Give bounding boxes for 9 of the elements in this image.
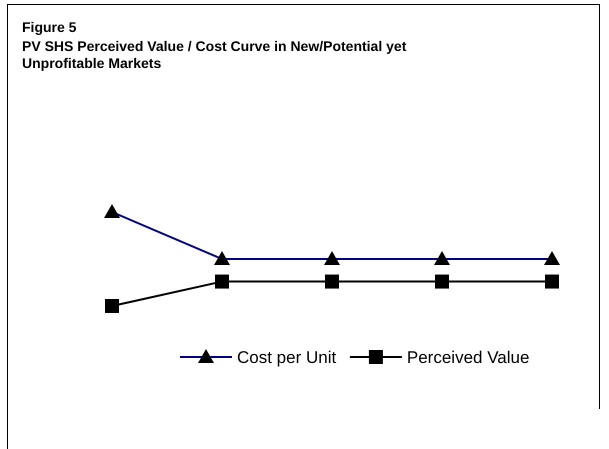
point bbox=[105, 299, 119, 313]
chart-subtitle: PV SHS Perceived Value / Cost Curve in New/Potential yet Unprofitable Markets bbox=[22, 38, 407, 71]
point bbox=[325, 274, 339, 289]
point bbox=[545, 274, 559, 289]
chart-title: Figure 5 bbox=[22, 19, 77, 35]
point bbox=[215, 274, 229, 289]
point bbox=[435, 274, 449, 289]
legend-label: Cost per Unit bbox=[237, 348, 336, 367]
legend-label: Perceived Value bbox=[406, 348, 530, 367]
